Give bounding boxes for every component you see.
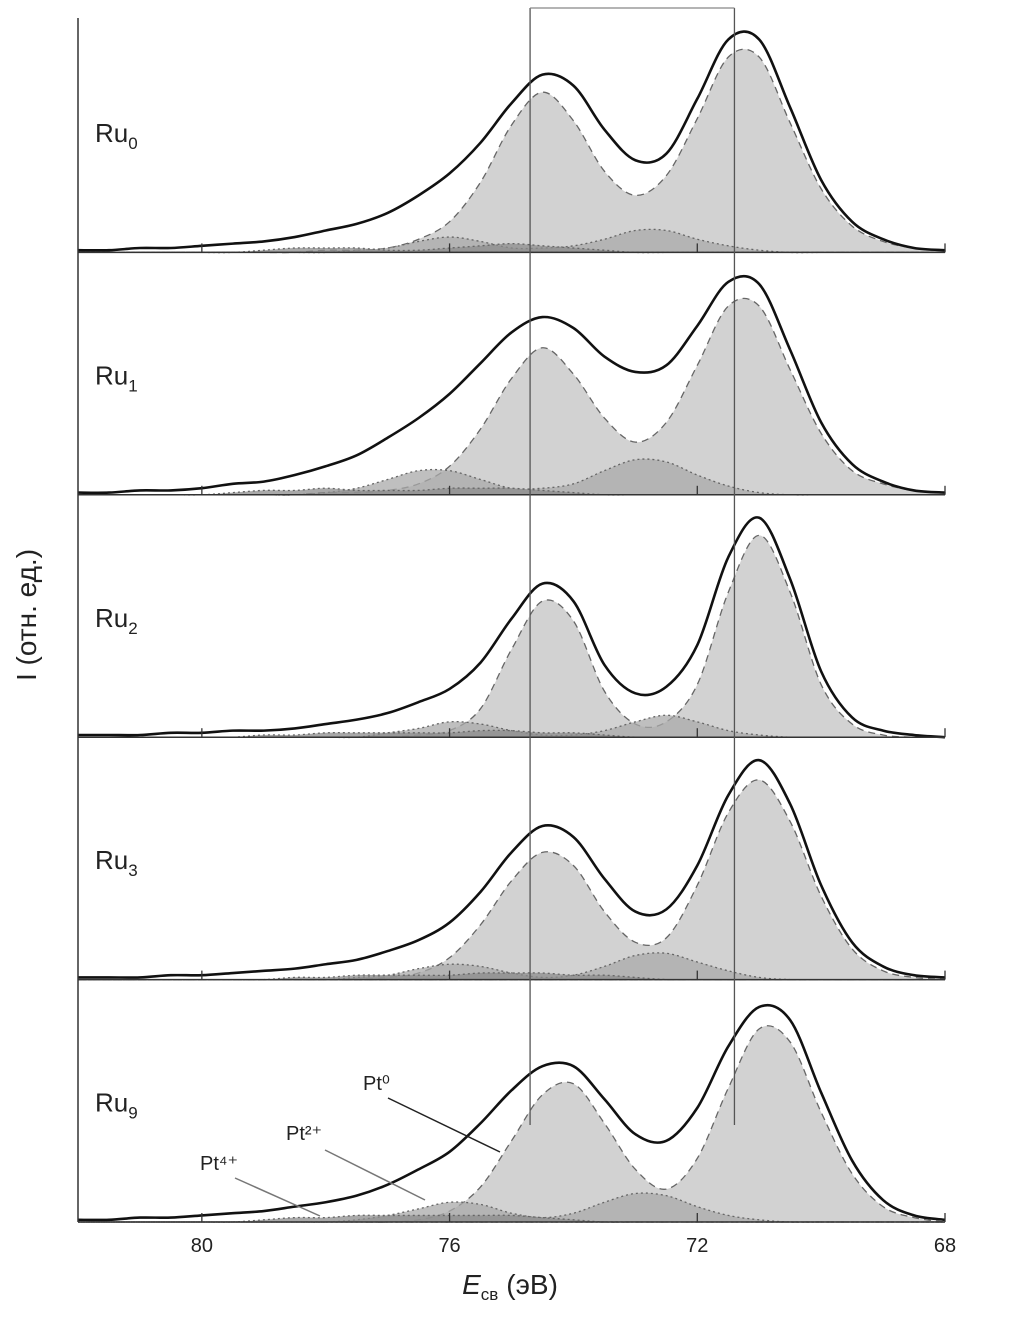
panel-label: Ru2 xyxy=(95,603,138,638)
x-tick-label: 76 xyxy=(438,1235,460,1257)
panel-label-subscript: 1 xyxy=(128,376,137,395)
x-tick-label: 68 xyxy=(934,1235,956,1257)
x-label-subscript: св xyxy=(481,1285,499,1304)
component-area xyxy=(77,534,946,739)
panel-label-text: Ru xyxy=(95,1088,128,1118)
envelope-line xyxy=(77,1003,946,1222)
panel-label-text: Ru xyxy=(95,603,128,633)
component-area xyxy=(78,297,946,496)
panel-label-subscript: 9 xyxy=(128,1104,137,1123)
annotation-leader xyxy=(324,1149,426,1201)
envelope-line xyxy=(78,758,946,979)
envelope-line xyxy=(77,274,946,495)
x-tick-label: 80 xyxy=(191,1235,213,1257)
envelope-line xyxy=(78,516,946,739)
panel-label-text: Ru xyxy=(95,118,128,148)
panel-label: Ru3 xyxy=(95,845,138,880)
component-annotation: Pt⁰ xyxy=(363,1073,390,1095)
x-label-symbol: E xyxy=(462,1269,481,1300)
component-area xyxy=(78,779,946,981)
annotation-leader xyxy=(387,1097,501,1153)
component-area xyxy=(78,1025,946,1223)
component-area xyxy=(77,48,946,254)
panel-label-text: Ru xyxy=(95,360,128,390)
panel-label-text: Ru xyxy=(95,845,128,875)
panel-label: Ru1 xyxy=(95,360,138,395)
envelope-line xyxy=(77,30,946,252)
panel-label-subscript: 3 xyxy=(128,861,137,880)
component-annotation: Pt²⁺ xyxy=(286,1123,322,1145)
panel-label: Ru0 xyxy=(95,118,138,153)
x-tick-label: 72 xyxy=(686,1235,708,1257)
x-label-unit: (эВ) xyxy=(506,1269,558,1300)
annotation-leader xyxy=(234,1177,321,1217)
x-axis-label: Eсв (эВ) xyxy=(462,1269,558,1304)
panel-label-subscript: 0 xyxy=(128,134,137,153)
panel-label: Ru9 xyxy=(95,1088,138,1123)
panel-label-subscript: 2 xyxy=(128,619,137,638)
y-axis-label: I (отн. ед.) xyxy=(11,549,42,681)
component-annotation: Pt⁴⁺ xyxy=(200,1153,238,1175)
